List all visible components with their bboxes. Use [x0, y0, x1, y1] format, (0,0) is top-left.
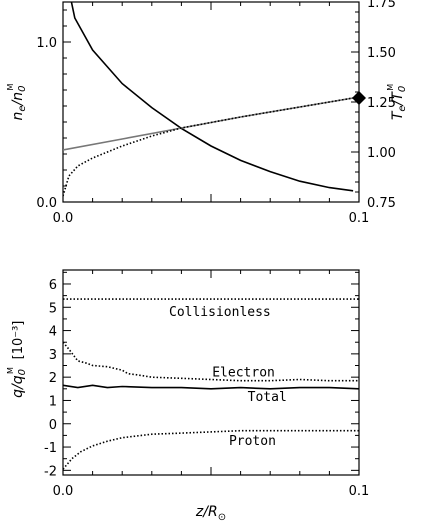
bottom-series-3: [63, 429, 359, 470]
top-y-right-tick-label: 0.75: [367, 196, 396, 211]
bottom-x-label: z/R⊙: [195, 504, 226, 523]
top-y-left-tick-label: 0.0: [36, 196, 57, 211]
top-y-right-tick-label: 1.75: [367, 0, 396, 11]
top-series-0: [70, 2, 354, 192]
bottom-y-tick-label: 4: [49, 325, 57, 340]
top-y-left-tick-label: 1.0: [36, 36, 57, 51]
top-plot-frame: [62, 1, 360, 203]
top-series-1: [63, 97, 354, 151]
bottom-series-1: [63, 341, 359, 382]
top-y-right-tick-label: 1.25: [367, 96, 396, 111]
bottom-y-tick-label: 5: [49, 301, 57, 316]
annotation-label: Electron: [212, 365, 275, 380]
top-y-right-tick-label: 1.00: [367, 146, 396, 161]
bottom-y-tick-label: -2: [44, 464, 57, 479]
bottom-panel: 0.0 0.1 -2 -1 0 1 2 3 4 5 6 Collisionless Electron To…: [6, 269, 370, 523]
bottom-plot-frame: [62, 269, 360, 476]
annotation-label: Proton: [229, 434, 276, 449]
top-x-tick-label: 0.0: [53, 211, 74, 226]
top-y-right-tick-label: 1.50: [367, 46, 396, 61]
annotation-label: Collisionless: [169, 305, 271, 320]
bottom-y-tick-label: 1: [49, 394, 57, 409]
top-x-tick-label: 0.1: [349, 211, 370, 226]
top-diamond-marker: [352, 91, 366, 105]
top-y-left-label: ne/n0M: [6, 83, 28, 120]
bottom-x-tick-label: 0.1: [349, 484, 370, 499]
bottom-y-units: [10⁻³]: [11, 321, 26, 360]
top-series-2: [63, 97, 354, 197]
top-panel: 0.0 0.1 0.0 1.0 0.75 1.00 1.25 1.50 1.75 ne/n0M Te…: [6, 0, 408, 226]
top-y-right-label: Te/T0M: [386, 84, 408, 120]
bottom-series-2: [63, 384, 359, 390]
bottom-x-tick-label: 0.0: [53, 484, 74, 499]
bottom-y-tick-label: 3: [49, 348, 57, 363]
bottom-y-tick-label: -1: [44, 441, 57, 456]
bottom-y-tick-label: 0: [49, 418, 57, 433]
bottom-y-tick-label: 2: [49, 371, 57, 386]
annotation-label: Total: [248, 390, 287, 405]
bottom-y-tick-label: 6: [49, 278, 57, 293]
bottom-y-label: q/q0M: [6, 367, 28, 398]
